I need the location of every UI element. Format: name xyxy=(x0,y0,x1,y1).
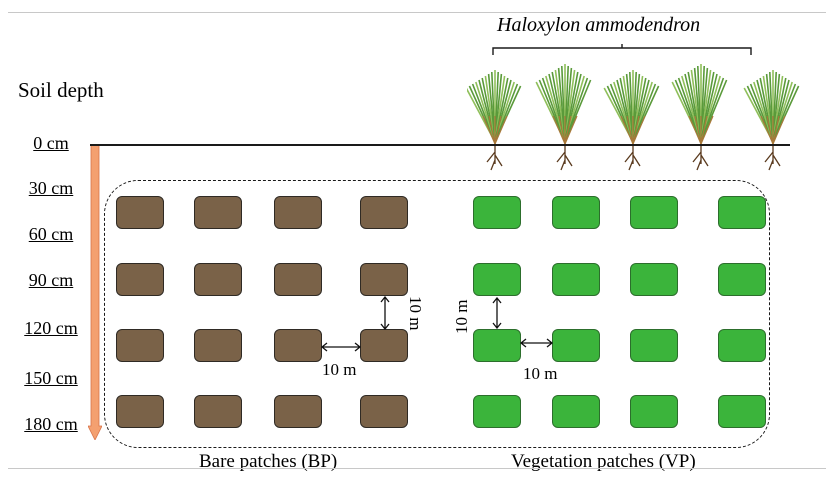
species-brace xyxy=(492,44,752,55)
vegetation-patch xyxy=(552,329,600,362)
vegetation-patch xyxy=(473,263,521,296)
top-rule xyxy=(8,12,826,13)
bare-patch xyxy=(274,196,322,229)
vegetation-patch xyxy=(630,395,678,428)
shrub-icon xyxy=(743,70,800,171)
depth-150cm: 150 cm xyxy=(24,368,78,388)
vp-horizontal-spacing-label: 10 m xyxy=(523,364,558,383)
depth-180cm: 180 cm xyxy=(24,414,78,434)
bare-patch xyxy=(116,263,164,296)
vegetation-patch xyxy=(630,329,678,362)
plot-boundary xyxy=(104,180,770,448)
plant-illustration xyxy=(467,64,800,171)
species-label: Haloxylon ammodendron xyxy=(497,14,701,36)
bare-patch xyxy=(116,196,164,229)
vp-vertical-spacing-label: 10 m xyxy=(452,299,471,334)
bp-horizontal-spacing-label: 10 m xyxy=(322,360,357,379)
bottom-rule xyxy=(8,468,826,469)
bp-horizontal-dimension-arrow xyxy=(321,342,361,352)
bare-patch xyxy=(360,329,408,362)
vegetation-patch xyxy=(473,329,521,362)
shrub-icon xyxy=(467,70,522,171)
shrub-icon xyxy=(671,64,728,171)
vegetation-patch xyxy=(552,263,600,296)
vegetation-patch xyxy=(630,263,678,296)
bare-patch xyxy=(274,263,322,296)
vegetation-patch xyxy=(718,196,766,229)
vp-vertical-dimension-arrow xyxy=(492,297,502,329)
vp-horizontal-dimension-arrow xyxy=(520,338,553,348)
bare-patch xyxy=(360,196,408,229)
depth-90cm: 90 cm xyxy=(28,270,74,290)
bp-vertical-spacing-label: 10 m xyxy=(406,296,425,331)
vegetation-patches-label: Vegetation patches (VP) xyxy=(511,451,696,472)
soil-surface-line xyxy=(90,144,790,146)
bare-patch xyxy=(194,196,242,229)
vegetation-patch xyxy=(473,395,521,428)
vegetation-patch xyxy=(473,196,521,229)
bare-patch xyxy=(274,329,322,362)
vegetation-patch xyxy=(718,263,766,296)
bare-patch xyxy=(194,395,242,428)
vegetation-patch xyxy=(718,329,766,362)
bare-patches-label: Bare patches (BP) xyxy=(199,451,338,472)
bp-vertical-dimension-arrow xyxy=(380,296,390,330)
bare-patch xyxy=(194,263,242,296)
bare-patch xyxy=(274,395,322,428)
depth-120cm: 120 cm xyxy=(24,318,78,338)
shrub-icon xyxy=(603,70,660,171)
vegetation-patch xyxy=(718,395,766,428)
bare-patch xyxy=(360,395,408,428)
vegetation-patch xyxy=(552,395,600,428)
vegetation-patch xyxy=(552,196,600,229)
soil-depth-label: Soil depth xyxy=(18,78,104,102)
bare-patch xyxy=(360,263,408,296)
depth-arrow xyxy=(88,145,102,440)
vegetation-patch xyxy=(630,196,678,229)
bare-patch xyxy=(116,395,164,428)
shrub-icon xyxy=(535,64,592,171)
bare-patch xyxy=(194,329,242,362)
depth-0cm: 0 cm xyxy=(33,133,69,153)
depth-60cm: 60 cm xyxy=(28,224,74,244)
bare-patch xyxy=(116,329,164,362)
depth-30cm: 30 cm xyxy=(28,178,74,198)
